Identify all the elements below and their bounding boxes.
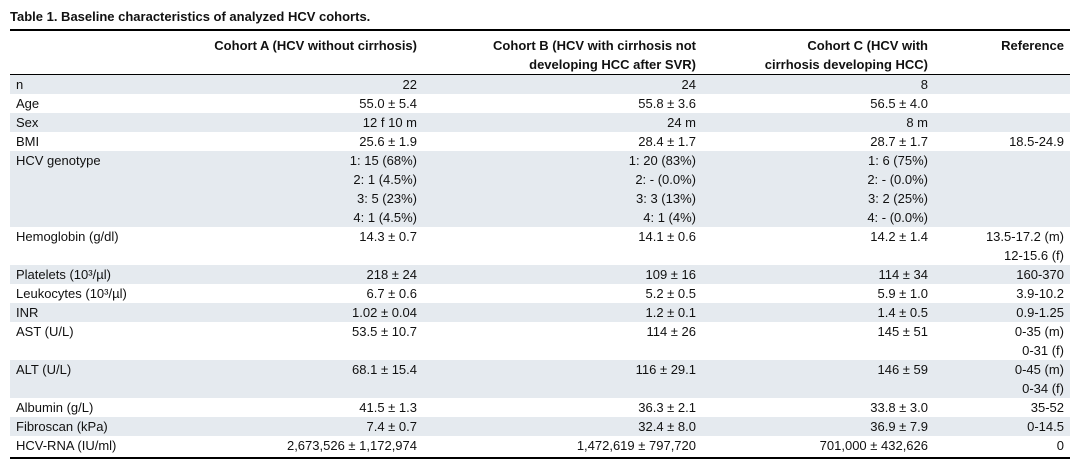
row-shade xyxy=(10,113,1070,132)
row-shade xyxy=(10,75,1070,94)
cell-text: 145 ± 51 xyxy=(877,324,928,339)
cell-text: 1: 6 (75%) xyxy=(868,153,928,168)
cell-text: 68.1 ± 15.4 xyxy=(352,362,417,377)
cell-text: 22 xyxy=(402,77,417,92)
cell-text: 41.5 ± 1.3 xyxy=(359,400,417,415)
row-shade xyxy=(10,303,1070,322)
cell-text: 8 m xyxy=(906,115,928,130)
row-label: HCV genotype xyxy=(16,153,101,168)
cell-text: 6.7 ± 0.6 xyxy=(366,286,417,301)
cell-text: 3: 2 (25%) xyxy=(868,191,928,206)
row-label: Fibroscan (kPa) xyxy=(16,419,108,434)
row-label: Age xyxy=(16,96,40,111)
cell-text: 2: 1 (4.5%) xyxy=(353,172,417,187)
cell-text: 18.5-24.9 xyxy=(1009,134,1064,149)
top-rule xyxy=(10,29,1070,31)
cell-text: 109 ± 16 xyxy=(645,267,696,282)
cell-text: 24 xyxy=(681,77,696,92)
cell-text: 12-15.6 (f) xyxy=(1004,248,1064,263)
row-shade xyxy=(10,265,1070,284)
cell-text: 160-370 xyxy=(1016,267,1064,282)
bottom-rule xyxy=(10,457,1070,459)
cell-text: 32.4 ± 8.0 xyxy=(638,419,696,434)
row-shade xyxy=(10,417,1070,436)
cell-text: 1.2 ± 0.1 xyxy=(645,305,696,320)
column-header: Cohort A (HCV without cirrhosis) xyxy=(214,38,417,53)
cell-text: 28.4 ± 1.7 xyxy=(638,134,696,149)
row-label: INR xyxy=(16,305,39,320)
cell-text: 116 ± 29.1 xyxy=(635,362,696,377)
cell-text: 14.2 ± 1.4 xyxy=(870,229,928,244)
cell-text: 55.8 ± 3.6 xyxy=(638,96,696,111)
column-header: cirrhosis developing HCC) xyxy=(764,57,928,72)
column-header: Cohort C (HCV with xyxy=(807,38,928,53)
cell-text: 0-45 (m) xyxy=(1014,362,1064,377)
cell-text: 5.2 ± 0.5 xyxy=(645,286,696,301)
row-label: Sex xyxy=(16,115,39,130)
cell-text: 114 ± 34 xyxy=(878,267,928,282)
cell-text: 12 f 10 m xyxy=(362,115,417,130)
column-header: developing HCC after SVR) xyxy=(529,57,696,72)
cell-text: 28.7 ± 1.7 xyxy=(870,134,928,149)
cell-text: 0.9-1.25 xyxy=(1016,305,1064,320)
table-title: Table 1. Baseline characteristics of ana… xyxy=(10,9,371,24)
row-shade xyxy=(10,360,1070,398)
cell-text: 1: 20 (83%) xyxy=(628,153,696,168)
cell-text: 4: 1 (4.5%) xyxy=(353,210,417,225)
cell-text: 701,000 ± 432,626 xyxy=(819,438,928,453)
cell-text: 33.8 ± 3.0 xyxy=(870,400,928,415)
cell-text: 13.5-17.2 (m) xyxy=(985,229,1064,244)
cell-text: 3: 3 (13%) xyxy=(636,191,696,206)
cell-text: 3.9-10.2 xyxy=(1016,286,1064,301)
row-label: HCV-RNA (IU/ml) xyxy=(16,438,117,453)
header-rule xyxy=(10,74,1070,75)
cell-text: 0 xyxy=(1056,438,1064,453)
cell-text: 7.4 ± 0.7 xyxy=(366,419,417,434)
cell-text: 4: 1 (4%) xyxy=(643,210,696,225)
cell-text: 8 xyxy=(920,77,928,92)
cell-text: 114 ± 26 xyxy=(646,324,696,339)
cell-text: 35-52 xyxy=(1030,400,1064,415)
cell-text: 36.3 ± 2.1 xyxy=(638,400,696,415)
cell-text: 55.0 ± 5.4 xyxy=(359,96,417,111)
cell-text: 1,472,619 ± 797,720 xyxy=(576,438,696,453)
row-label: n xyxy=(16,77,24,92)
row-shade xyxy=(10,151,1070,227)
cell-text: 218 ± 24 xyxy=(366,267,417,282)
cell-text: 0-34 (f) xyxy=(1022,381,1064,396)
cell-text: 14.1 ± 0.6 xyxy=(638,229,696,244)
row-label: AST (U/L) xyxy=(16,324,74,339)
cell-text: 2,673,526 ± 1,172,974 xyxy=(286,438,417,453)
row-label: BMI xyxy=(16,134,40,149)
cell-text: 24 m xyxy=(667,115,696,130)
cell-text: 14.3 ± 0.7 xyxy=(359,229,417,244)
cell-text: 2: - (0.0%) xyxy=(867,172,928,187)
column-header: Reference xyxy=(1001,38,1064,53)
column-header: Cohort B (HCV with cirrhosis not xyxy=(493,38,696,53)
cell-text: 2: - (0.0%) xyxy=(635,172,696,187)
cell-text: 4: - (0.0%) xyxy=(867,210,928,225)
row-label: Albumin (g/L) xyxy=(16,400,94,415)
cell-text: 56.5 ± 4.0 xyxy=(870,96,928,111)
cell-text: 36.9 ± 7.9 xyxy=(870,419,928,434)
row-label: ALT (U/L) xyxy=(16,362,72,377)
row-label: Platelets (10³/µl) xyxy=(16,267,111,282)
cell-text: 5.9 ± 1.0 xyxy=(877,286,928,301)
cell-text: 53.5 ± 10.7 xyxy=(352,324,417,339)
cell-text: 1: 15 (68%) xyxy=(349,153,417,168)
row-label: Leukocytes (10³/µl) xyxy=(16,286,127,301)
cell-text: 146 ± 59 xyxy=(877,362,928,377)
cell-text: 1.02 ± 0.04 xyxy=(352,305,417,320)
row-label: Hemoglobin (g/dl) xyxy=(16,229,119,244)
cell-text: 25.6 ± 1.9 xyxy=(359,134,417,149)
cell-text: 1.4 ± 0.5 xyxy=(877,305,928,320)
cell-text: 0-31 (f) xyxy=(1022,343,1064,358)
cell-text: 0-14.5 xyxy=(1027,419,1064,434)
cell-text: 0-35 (m) xyxy=(1014,324,1064,339)
cell-text: 3: 5 (23%) xyxy=(357,191,417,206)
